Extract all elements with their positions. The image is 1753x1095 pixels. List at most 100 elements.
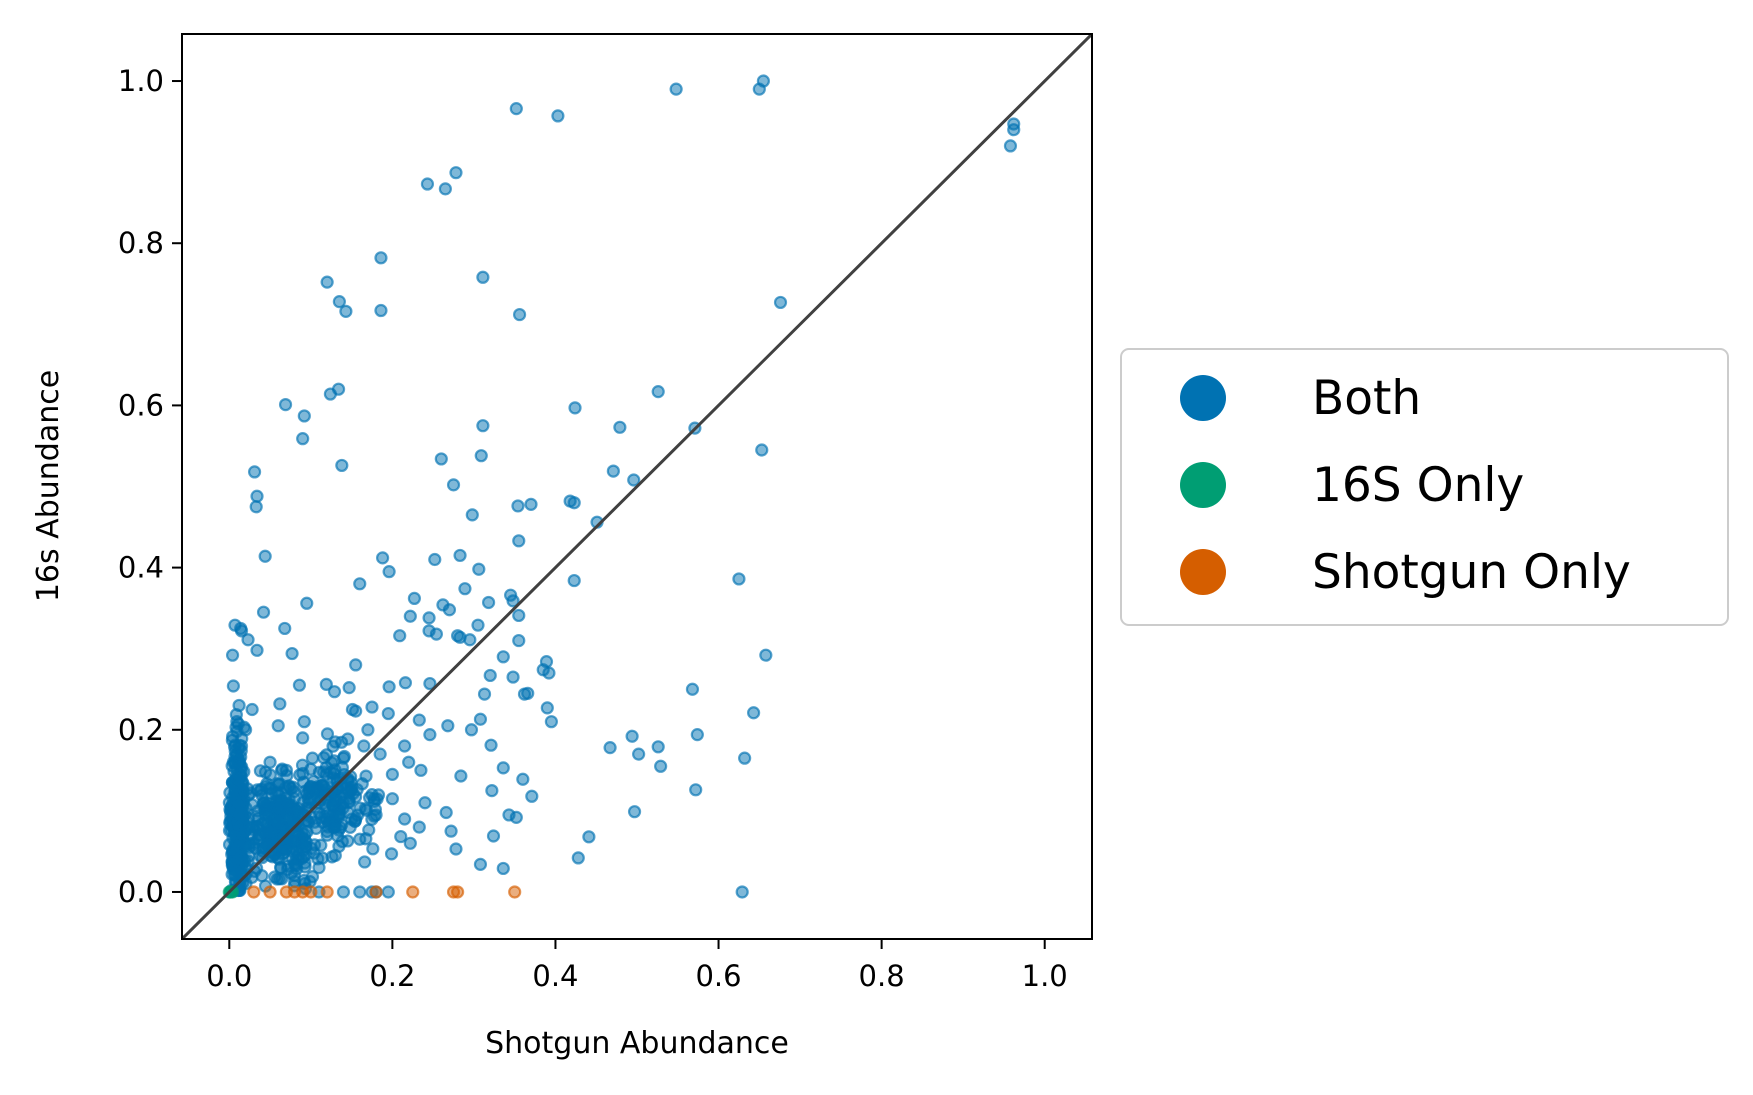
point-both xyxy=(328,735,342,749)
point-both xyxy=(278,621,292,636)
point-both xyxy=(296,766,310,781)
point-both xyxy=(234,624,249,638)
legend-label: Shotgun Only xyxy=(1312,545,1631,600)
legend-marker xyxy=(1180,549,1226,595)
point-both xyxy=(525,789,539,803)
point-both xyxy=(273,697,287,711)
legend: Both 16S Only Shotgun Only xyxy=(1120,348,1729,626)
point-both xyxy=(381,706,395,721)
point-both xyxy=(603,741,617,755)
point-both xyxy=(471,618,485,632)
point-both xyxy=(304,779,318,794)
point-both xyxy=(516,772,530,786)
point-both xyxy=(428,552,442,567)
point-both xyxy=(512,534,526,548)
point-both xyxy=(542,666,556,680)
point-both xyxy=(258,549,272,563)
point-both xyxy=(263,768,277,782)
point-both xyxy=(393,629,407,643)
point-both xyxy=(300,596,314,610)
point-both xyxy=(398,812,412,826)
point-both xyxy=(287,856,302,871)
point-both xyxy=(385,767,399,781)
point-both xyxy=(374,251,388,265)
point-both xyxy=(233,807,248,822)
point-both xyxy=(511,499,525,513)
point-both xyxy=(453,548,467,563)
point-both xyxy=(239,861,253,875)
point-both xyxy=(606,464,620,478)
point-both xyxy=(296,432,310,446)
point-both xyxy=(439,805,453,820)
point-both xyxy=(241,633,255,647)
point-both xyxy=(496,650,510,664)
point-both xyxy=(414,763,428,777)
point-both xyxy=(332,295,346,309)
point-both xyxy=(271,816,285,830)
point-both xyxy=(476,270,490,284)
point-both xyxy=(423,728,437,742)
point-both xyxy=(359,769,373,783)
point-both xyxy=(567,573,581,588)
point-both xyxy=(1007,123,1021,137)
point-both xyxy=(582,830,596,844)
point-both xyxy=(463,633,477,647)
x-tick-label: 0.0 xyxy=(206,959,252,993)
point-both xyxy=(361,723,375,737)
point-both xyxy=(422,611,436,625)
point-both xyxy=(320,727,335,741)
point-both xyxy=(307,846,321,860)
point-both xyxy=(385,792,399,806)
point-both xyxy=(272,777,286,791)
point-both xyxy=(441,719,455,733)
point-both xyxy=(341,785,356,799)
legend-label: 16S Only xyxy=(1312,458,1524,513)
y-tick-label: 0.6 xyxy=(118,388,164,422)
point-both xyxy=(759,648,773,662)
point-both xyxy=(226,755,240,769)
point-both xyxy=(735,885,749,899)
point-both xyxy=(412,713,426,727)
point-both xyxy=(230,771,245,786)
point-both xyxy=(438,182,452,196)
point-both xyxy=(225,648,240,662)
point-both xyxy=(398,739,412,753)
y-tick-label: 1.0 xyxy=(118,64,164,98)
point-both xyxy=(506,670,520,684)
point-both xyxy=(256,605,271,619)
point-both xyxy=(476,419,490,433)
point-both xyxy=(524,497,538,511)
point-both xyxy=(632,747,646,761)
point-both xyxy=(756,74,770,88)
point-both xyxy=(250,643,264,657)
point-both xyxy=(292,678,307,692)
point-both xyxy=(297,873,311,888)
point-both xyxy=(226,855,240,869)
point-both xyxy=(342,681,356,695)
point-both xyxy=(381,885,395,899)
point-both xyxy=(429,627,444,641)
point-both xyxy=(571,851,585,865)
point-both xyxy=(374,303,388,318)
legend-box xyxy=(1120,348,1729,626)
point-both xyxy=(512,307,527,322)
point-both xyxy=(373,747,387,761)
x-axis-label: Shotgun Abundance xyxy=(485,1026,789,1061)
point-both xyxy=(278,397,293,412)
points-layer xyxy=(222,74,1021,899)
point-both xyxy=(365,700,379,714)
point-shotgun-only xyxy=(451,885,465,899)
y-tick-label: 0.2 xyxy=(118,713,164,747)
point-both xyxy=(442,603,457,617)
point-both xyxy=(755,443,769,457)
legend-marker xyxy=(1180,375,1226,421)
point-shotgun-only xyxy=(406,885,420,899)
point-both xyxy=(464,723,479,737)
point-both xyxy=(689,783,703,797)
point-both xyxy=(327,685,342,699)
point-both xyxy=(512,608,526,623)
point-both xyxy=(349,812,363,826)
y-axis-label: 16s Abundance xyxy=(31,370,66,602)
point-shotgun-only xyxy=(263,885,277,899)
point-both xyxy=(509,810,523,824)
